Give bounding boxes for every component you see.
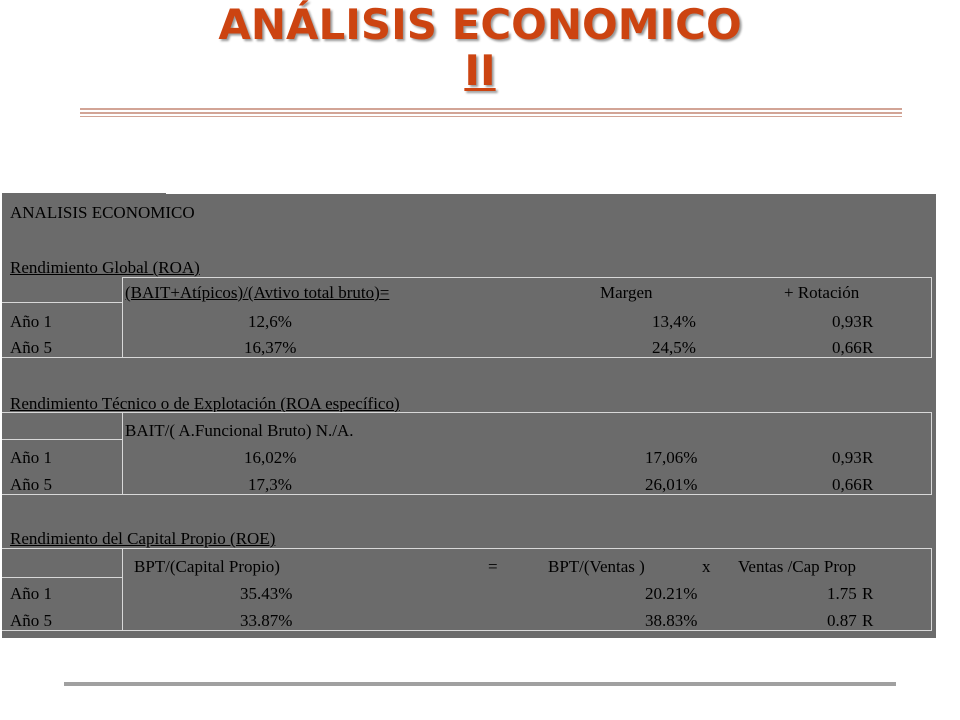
section-title-roa: Rendimiento Global (ROA) — [10, 258, 200, 277]
value-v3: 0,93 — [832, 448, 862, 467]
equals-sign: = — [488, 557, 498, 576]
value-v3: 0,66 — [832, 475, 862, 494]
row-label: Año 1 — [10, 448, 53, 467]
section-row-line — [2, 439, 122, 440]
value-v3: 0,93 — [832, 312, 862, 331]
value-suffix: R — [862, 448, 874, 467]
col-ventas-cap-label: Ventas /Cap Prop — [738, 557, 857, 576]
section-title-roe: Rendimiento del Capital Propio (ROE) — [10, 529, 276, 548]
value-v3: 0,66 — [832, 338, 862, 357]
title-rule — [80, 116, 902, 117]
row-label: Año 1 — [10, 312, 53, 331]
section-box — [122, 277, 932, 358]
section-row-line — [2, 577, 122, 578]
value-v2: 13,4% — [652, 312, 696, 331]
value-v1: 35.43% — [240, 584, 293, 603]
section-bottom-line — [2, 630, 931, 631]
value-suffix: R — [862, 611, 874, 630]
section-row-line — [2, 302, 122, 303]
section-title-roa-especifico: Rendimiento Técnico o de Explotación (RO… — [10, 394, 400, 413]
formula-roe: BPT/(Capital Propio) — [134, 557, 280, 576]
value-v2: 20.21% — [645, 584, 698, 603]
analysis-table: ANALISIS ECONOMICO Rendimiento Global (R… — [2, 191, 938, 638]
value-v1: 33.87% — [240, 611, 293, 630]
value-v1: 12,6% — [248, 312, 292, 331]
formula-bait: BAIT/( A.Funcional Bruto) N./A. — [125, 421, 354, 440]
value-v1: 16,37% — [244, 338, 297, 357]
value-v1: 16,02% — [244, 448, 297, 467]
value-v3: 0.87 — [827, 611, 857, 630]
section-bottom-line — [2, 494, 931, 495]
row-label: Año 1 — [10, 584, 53, 603]
value-v2: 24,5% — [652, 338, 696, 357]
value-v3: 1.75 — [827, 584, 857, 603]
panel-notch — [166, 191, 938, 194]
section-box — [122, 548, 932, 631]
value-suffix: R — [862, 475, 874, 494]
section-box — [122, 412, 932, 495]
formula-roa: (BAIT+Atípicos)/(Avtivo total bruto)= — [125, 283, 390, 302]
title-rule — [80, 112, 902, 114]
row-label: Año 5 — [10, 611, 53, 630]
value-v2: 38.83% — [645, 611, 698, 630]
value-suffix: R — [862, 584, 874, 603]
table-heading: ANALISIS ECONOMICO — [10, 203, 195, 222]
title-line-1: ANÁLISIS ECONOMICO — [218, 0, 742, 49]
value-v2: 26,01% — [645, 475, 698, 494]
value-v1: 17,3% — [248, 475, 292, 494]
col-margen-label: Margen — [600, 283, 653, 302]
row-label: Año 5 — [10, 338, 53, 357]
section-bottom-line — [2, 357, 931, 358]
slide-title: ANÁLISIS ECONOMICO II — [0, 2, 960, 94]
title-rule — [80, 108, 902, 110]
value-suffix: R — [862, 312, 874, 331]
times-sign: x — [702, 557, 711, 576]
col-rotacion-label: + Rotación — [784, 283, 860, 302]
title-line-2: II — [464, 46, 496, 95]
row-label: Año 5 — [10, 475, 53, 494]
value-v2: 17,06% — [645, 448, 698, 467]
col-bpt-ventas-label: BPT/(Ventas ) — [548, 557, 645, 576]
footer-rule — [64, 682, 896, 686]
value-suffix: R — [862, 338, 874, 357]
